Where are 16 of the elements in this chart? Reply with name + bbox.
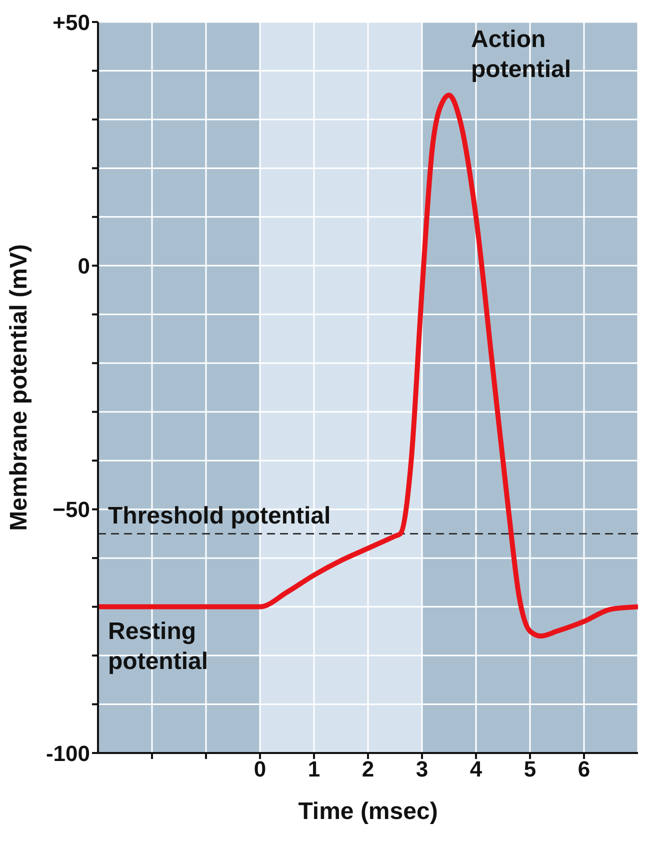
x-tick-label: 5 [524, 756, 536, 782]
x-tick-label: 0 [254, 756, 266, 782]
x-tick-label: 3 [416, 756, 428, 782]
y-tick-label: -100 [46, 740, 90, 766]
x-tick-label: 1 [308, 756, 320, 782]
annotation: Resting potential [108, 616, 209, 677]
y-tick-label: +50 [52, 10, 90, 35]
x-tick-label: 6 [578, 756, 590, 782]
x-tick-label: 4 [470, 756, 483, 782]
ref-line-label: Threshold potential [108, 502, 331, 530]
y-axis-title: Membrane potential (mV) [6, 244, 33, 531]
x-tick-label: 2 [362, 756, 374, 782]
y-tick-label: −50 [52, 497, 90, 522]
annotation: Action potential [471, 25, 572, 86]
x-axis-title: Time (msec) [298, 798, 438, 825]
y-tick-label: 0 [78, 253, 90, 278]
